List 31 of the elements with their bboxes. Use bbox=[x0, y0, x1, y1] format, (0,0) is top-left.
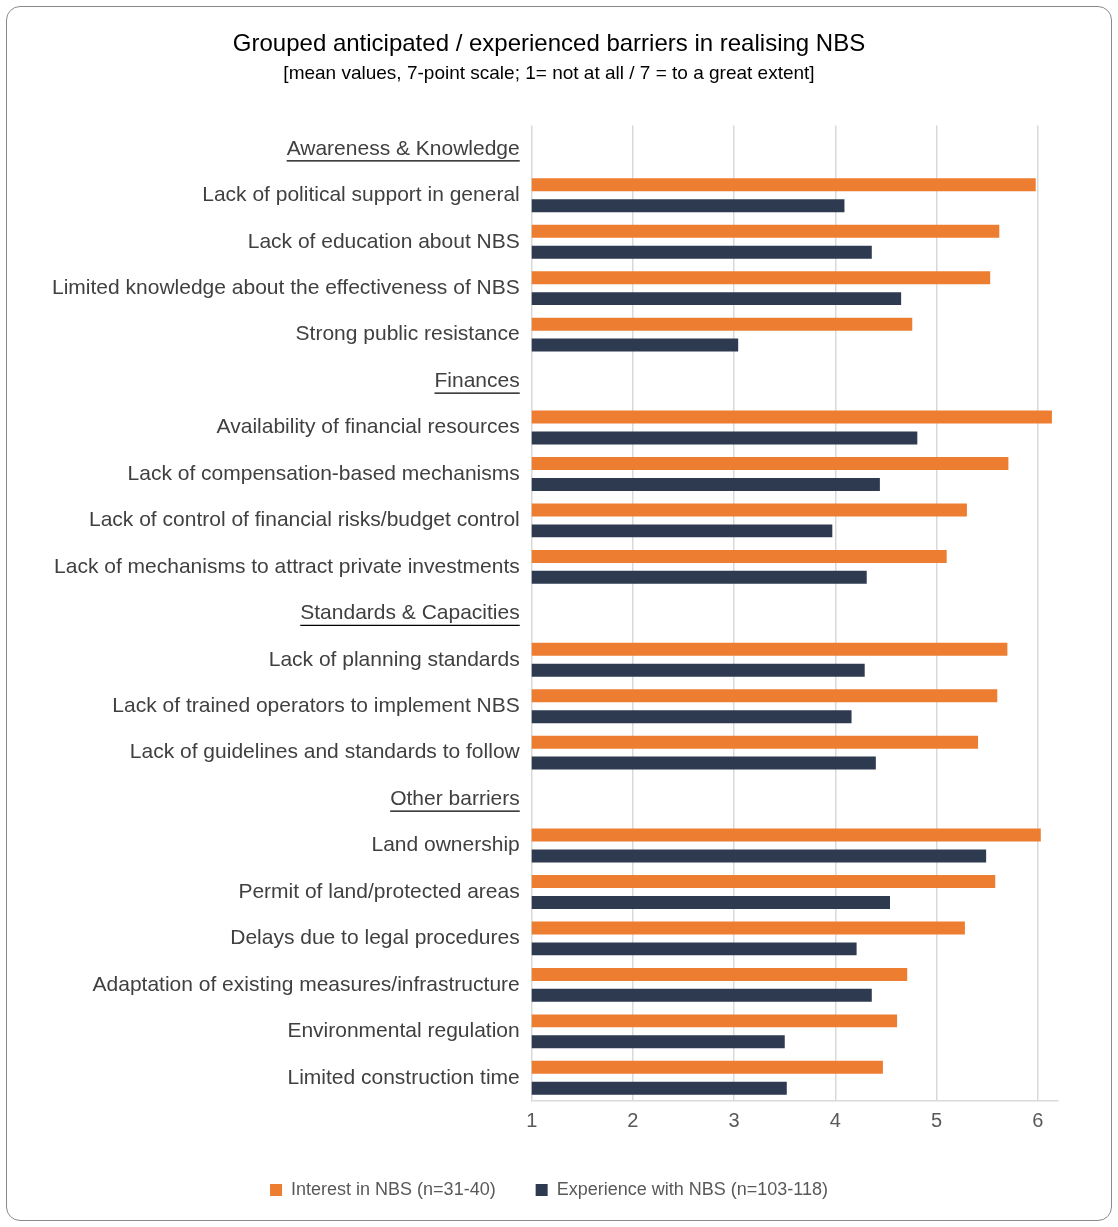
legend-label: Interest in NBS (n=31-40) bbox=[291, 1178, 496, 1199]
y-tick-label: Permit of land/protected areas bbox=[238, 878, 520, 902]
y-tick-label: Environmental regulation bbox=[287, 1018, 520, 1042]
y-tick-label: Other barriers bbox=[390, 785, 520, 809]
y-tick-label: Delays due to legal procedures bbox=[230, 925, 520, 949]
y-tick-label: Land ownership bbox=[371, 832, 520, 856]
y-tick-label: Awareness & Knowledge bbox=[286, 135, 520, 159]
y-tick-label: Limited knowledge about the effectiveness of NBS bbox=[52, 274, 520, 298]
y-tick-label: Lack of trained operators to implement NBS bbox=[112, 692, 520, 716]
x-tick-label: 2 bbox=[627, 1108, 639, 1131]
y-tick-label: Standards & Capacities bbox=[300, 600, 520, 624]
y-tick-label: Lack of political support in general bbox=[202, 182, 520, 206]
x-tick-label: 4 bbox=[829, 1108, 841, 1131]
y-tick-label: Strong public resistance bbox=[295, 321, 520, 345]
chart-subtitle: [mean values, 7-point scale; 1= not at all / 7 = to a great extent] bbox=[283, 62, 815, 84]
y-tick-label: Limited construction time bbox=[287, 1064, 520, 1088]
x-tick-label: 3 bbox=[728, 1108, 740, 1131]
chart-title: Grouped anticipated / experienced barriers in realising NBS bbox=[232, 29, 866, 57]
y-tick-label: Lack of control of financial risks/budget control bbox=[89, 507, 520, 531]
y-tick-label: Lack of education about NBS bbox=[247, 228, 520, 252]
y-tick-label: Finances bbox=[434, 367, 520, 391]
x-tick-label: 6 bbox=[1032, 1108, 1044, 1131]
y-tick-label: Lack of compensation-based mechanisms bbox=[127, 460, 520, 484]
y-tick-label: Availability of financial resources bbox=[216, 414, 520, 438]
legend-label: Experience with NBS (n=103-118) bbox=[556, 1178, 828, 1199]
y-tick-label: Lack of planning standards bbox=[268, 646, 520, 670]
y-tick-label: Lack of guidelines and standards to follow bbox=[129, 739, 521, 763]
x-tick-label: 5 bbox=[930, 1108, 943, 1131]
y-tick-label: Lack of mechanisms to attract private investments bbox=[54, 553, 520, 577]
x-tick-label: 1 bbox=[526, 1108, 538, 1131]
y-tick-label: Adaptation of existing measures/infrastructure bbox=[92, 971, 520, 995]
